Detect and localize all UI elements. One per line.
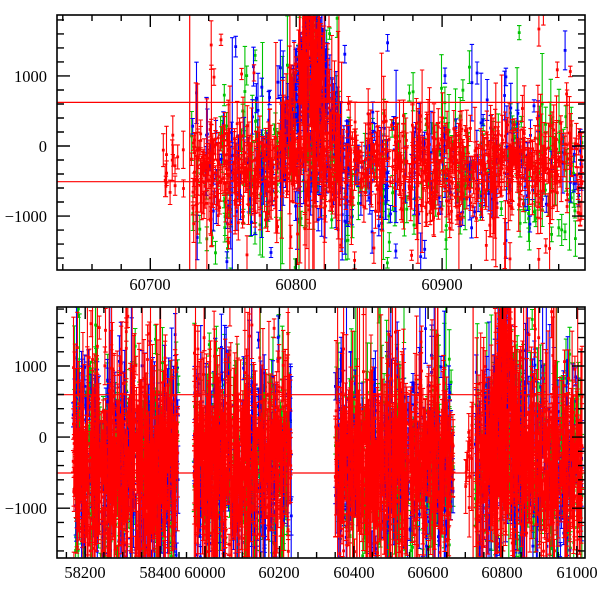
x-tick-label-bottom: 60000 <box>184 563 225 582</box>
reference-lines-bottom <box>57 307 585 558</box>
data-area-top <box>161 15 585 270</box>
panel-bottom: 58200 58400 60000 60200 60400 60600 60800 61000… <box>5 306 598 582</box>
y-tick-label-top: 1000 <box>14 67 47 86</box>
data-area-bottom <box>71 307 585 558</box>
markers-red-bottom <box>71 307 584 558</box>
x-tick-label-bottom: 58200 <box>64 563 105 582</box>
y-tick-label-bottom: 1000 <box>14 357 47 376</box>
x-tick-label-top: 60800 <box>275 275 316 294</box>
y-tick-label-bottom: −1000 <box>5 499 47 518</box>
x-tick-label-top: 60700 <box>129 275 170 294</box>
x-tick-label-top: 60900 <box>421 275 462 294</box>
plot-frame-bottom <box>56 306 586 559</box>
y-tick-label-top: −1000 <box>5 207 47 226</box>
x-tick-label-bottom: 60800 <box>481 563 522 582</box>
y-tick-label-top: 0 <box>39 137 47 156</box>
reference-lines-top <box>57 15 585 270</box>
x-tick-label-bottom: 60400 <box>333 563 374 582</box>
x-tick-label-bottom: 58400 <box>139 563 180 582</box>
axis-ticks-bottom <box>57 307 585 558</box>
axis-ticks-top <box>57 15 585 270</box>
panel-top: 60700 60800 60900 −1000 0 1000 <box>5 14 586 294</box>
x-tick-label-bottom: 60200 <box>258 563 299 582</box>
y-tick-label-bottom: 0 <box>39 428 47 447</box>
plot-frame-top <box>56 14 586 271</box>
errorbars-red-bottom <box>71 307 585 558</box>
x-tick-label-bottom: 61000 <box>556 563 597 582</box>
x-tick-label-bottom: 60600 <box>407 563 448 582</box>
